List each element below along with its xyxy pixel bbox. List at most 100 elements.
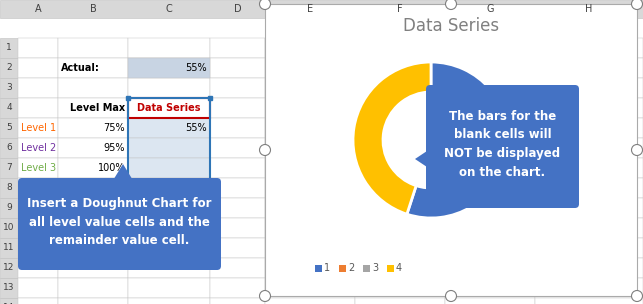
Bar xyxy=(128,98,210,118)
Bar xyxy=(355,98,445,118)
Bar xyxy=(58,218,128,238)
Bar xyxy=(210,158,265,178)
Bar xyxy=(58,238,128,258)
Bar xyxy=(535,178,643,198)
Circle shape xyxy=(631,0,642,9)
Bar xyxy=(445,138,535,158)
Bar xyxy=(355,138,445,158)
Bar xyxy=(210,198,265,218)
Bar xyxy=(265,138,355,158)
Text: 10: 10 xyxy=(3,223,15,233)
Text: 13: 13 xyxy=(3,284,15,292)
Bar xyxy=(0,78,18,98)
Bar xyxy=(535,98,643,118)
Bar xyxy=(18,298,58,304)
Bar xyxy=(355,218,445,238)
Bar xyxy=(58,158,128,178)
Bar xyxy=(445,258,535,278)
Bar xyxy=(265,38,355,58)
Bar xyxy=(128,158,210,178)
Bar xyxy=(18,158,58,178)
Bar xyxy=(128,58,210,78)
Bar xyxy=(18,178,58,198)
Bar xyxy=(128,98,210,118)
Bar xyxy=(210,58,265,78)
Text: The bars for the
blank cells will
NOT be displayed
on the chart.: The bars for the blank cells will NOT be… xyxy=(444,109,561,179)
Text: 6: 6 xyxy=(6,143,12,153)
Bar xyxy=(355,178,445,198)
Bar xyxy=(58,298,128,304)
Bar xyxy=(355,118,445,138)
Bar xyxy=(535,138,643,158)
Bar xyxy=(58,138,128,158)
Bar xyxy=(210,238,265,258)
Bar xyxy=(210,78,265,98)
Bar xyxy=(355,158,445,178)
Bar xyxy=(0,58,18,78)
Text: Actual:: Actual: xyxy=(61,63,100,73)
Bar xyxy=(58,178,128,198)
Bar xyxy=(535,58,643,78)
Text: 2: 2 xyxy=(6,64,12,72)
Text: A: A xyxy=(35,4,41,14)
Bar xyxy=(128,118,210,138)
Text: E: E xyxy=(307,4,313,14)
Text: 7: 7 xyxy=(6,164,12,172)
Text: 95%: 95% xyxy=(104,143,125,153)
Text: Data Series: Data Series xyxy=(403,17,499,35)
Bar xyxy=(210,298,265,304)
Polygon shape xyxy=(415,149,430,169)
Bar xyxy=(210,38,265,58)
Bar xyxy=(535,198,643,218)
Bar xyxy=(128,258,210,278)
Bar xyxy=(535,38,643,58)
Bar xyxy=(265,198,355,218)
Bar xyxy=(18,218,58,238)
Text: 2: 2 xyxy=(348,263,354,273)
Bar xyxy=(18,38,58,58)
Bar xyxy=(210,138,265,158)
Bar xyxy=(0,278,18,298)
Bar xyxy=(355,298,445,304)
Bar xyxy=(0,0,643,18)
Bar xyxy=(265,4,637,296)
Text: 12: 12 xyxy=(3,264,15,272)
Bar xyxy=(355,278,445,298)
Bar xyxy=(339,265,346,272)
Bar xyxy=(355,258,445,278)
Bar xyxy=(210,258,265,278)
Bar xyxy=(0,118,18,138)
Bar xyxy=(128,78,210,98)
Bar xyxy=(0,38,18,58)
Bar xyxy=(265,218,355,238)
Bar xyxy=(445,158,535,178)
Bar xyxy=(128,98,210,198)
Text: 4: 4 xyxy=(396,263,402,273)
Bar xyxy=(355,198,445,218)
Bar xyxy=(535,118,643,138)
Text: Level 1: Level 1 xyxy=(21,123,56,133)
Bar xyxy=(535,78,643,98)
Bar xyxy=(58,118,128,138)
Text: 1: 1 xyxy=(324,263,330,273)
Text: Level 3: Level 3 xyxy=(21,163,56,173)
Bar xyxy=(0,158,18,178)
Text: Level 2: Level 2 xyxy=(21,143,56,153)
Bar xyxy=(128,138,210,158)
Text: Level Max: Level Max xyxy=(70,103,125,113)
Bar xyxy=(0,98,18,118)
Bar xyxy=(445,218,535,238)
Bar xyxy=(18,238,58,258)
Bar xyxy=(18,138,58,158)
Bar xyxy=(128,178,210,198)
Bar xyxy=(128,98,210,118)
Bar xyxy=(18,118,58,138)
Bar xyxy=(128,58,210,78)
Bar xyxy=(58,198,128,218)
Bar xyxy=(18,198,58,218)
Bar xyxy=(445,278,535,298)
Bar xyxy=(265,98,355,118)
Bar xyxy=(0,178,18,198)
Text: 100%: 100% xyxy=(98,163,125,173)
Bar xyxy=(265,178,355,198)
